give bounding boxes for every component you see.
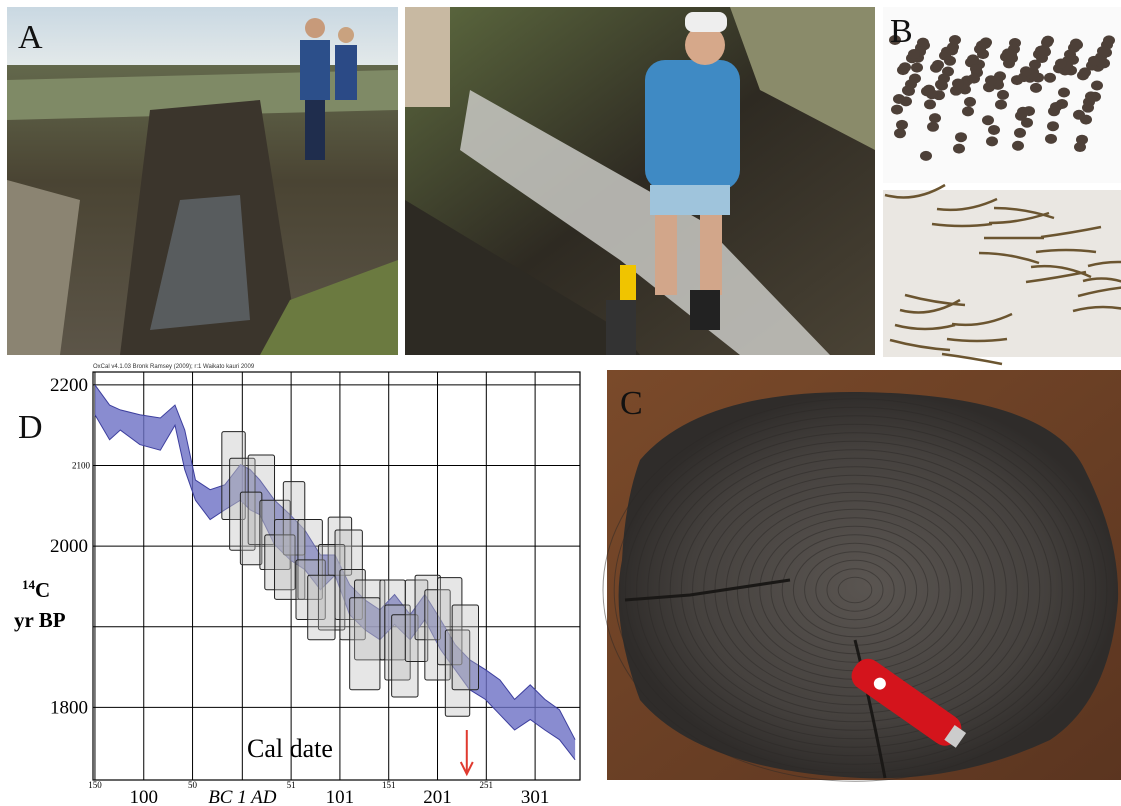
seed [976,40,988,50]
seed [955,132,967,142]
y-tick-label: 2000 [50,536,88,557]
seed [1070,39,1082,49]
date-box [240,492,261,565]
seed [1045,134,1057,144]
chart-header: OxCal v4.1.03 Bronk Ramsey (2009); r:1 W… [93,364,255,370]
x-tick-label: 100 [129,787,158,806]
seed [1050,102,1062,112]
y-tick-label: 2200 [50,375,88,396]
seed [1030,83,1042,93]
seed [1058,88,1070,98]
seed [893,94,905,104]
seed [902,85,914,95]
seed [1064,50,1076,60]
seed [1047,121,1059,131]
x-tick-label: 51 [287,780,296,790]
seed [1088,56,1100,66]
date-box [350,598,380,690]
x-tick-label: 201 [423,787,452,806]
seed [946,46,958,56]
photo-foliage [883,185,1121,364]
seed [1044,73,1056,83]
seed [911,63,923,73]
seed [1085,91,1097,101]
seed [970,64,982,74]
seed [894,128,906,138]
y-label-sup: 14 [22,577,36,592]
seed [1097,46,1109,56]
x-tick-label: 301 [521,787,550,806]
photo-seeds [883,7,1121,183]
photo-trench [405,7,875,355]
seed [891,105,903,115]
person-jacket [645,60,740,190]
photo-excavation [7,7,398,355]
y-tick-label: 2100 [72,461,91,471]
seed [920,151,932,161]
seed [899,62,911,72]
seed [985,75,997,85]
y-label-main: C [35,578,50,602]
seed [1091,80,1103,90]
seed [1014,128,1026,138]
seed [997,90,1009,100]
seed [1055,58,1067,68]
seed [924,99,936,109]
seed [896,120,908,130]
photo-tree-section [603,370,1121,781]
y-tick-label: 1800 [50,697,88,718]
seed [1082,103,1094,113]
seed [986,136,998,146]
seed [1073,110,1085,120]
seed [1079,67,1091,77]
seed [982,115,994,125]
seed [1029,60,1041,70]
seed [1012,141,1024,151]
seed [927,122,939,132]
date-box [308,575,335,640]
panel-label: B [890,13,913,50]
seed [964,97,976,107]
seed [932,60,944,70]
x-tick-label: 251 [480,780,494,790]
seed [908,49,920,59]
seed [1076,135,1088,145]
seed [1103,35,1115,45]
seed [929,113,941,123]
seed [944,56,956,66]
seed [953,144,965,154]
seed [1002,48,1014,58]
calibration-chart: D OxCal v4.1.03 Bronk Ramsey (2009); r:1 … [14,364,580,806]
figure: A B C D OxCal v4.1.03 Bronk Ramsey (2009); … [0,0,1121,806]
seed [962,106,974,116]
x-tick-label: BC 1 AD [208,787,277,806]
x-tick-label: 101 [326,787,355,806]
seed [1017,107,1029,117]
seed [952,78,964,88]
seed [949,35,961,45]
seed [995,100,1007,110]
panel-label: A [18,19,43,56]
panel-label: D [18,409,43,446]
seed [923,85,935,95]
x-tick-label: 50 [188,780,198,790]
seed [917,38,929,48]
seed [1020,66,1032,76]
seed [967,54,979,64]
seed [1011,75,1023,85]
seed [935,79,947,89]
x-tick-label: 150 [88,780,102,790]
date-box [452,605,478,690]
panel-label: C [620,385,643,422]
y-axis-label: yr BP [14,608,66,632]
seed [1035,46,1047,56]
x-tick-label: 151 [382,780,396,790]
seed [988,125,1000,135]
x-axis-label: Cal date [247,734,333,763]
y-axis-label: 14C [22,577,50,602]
